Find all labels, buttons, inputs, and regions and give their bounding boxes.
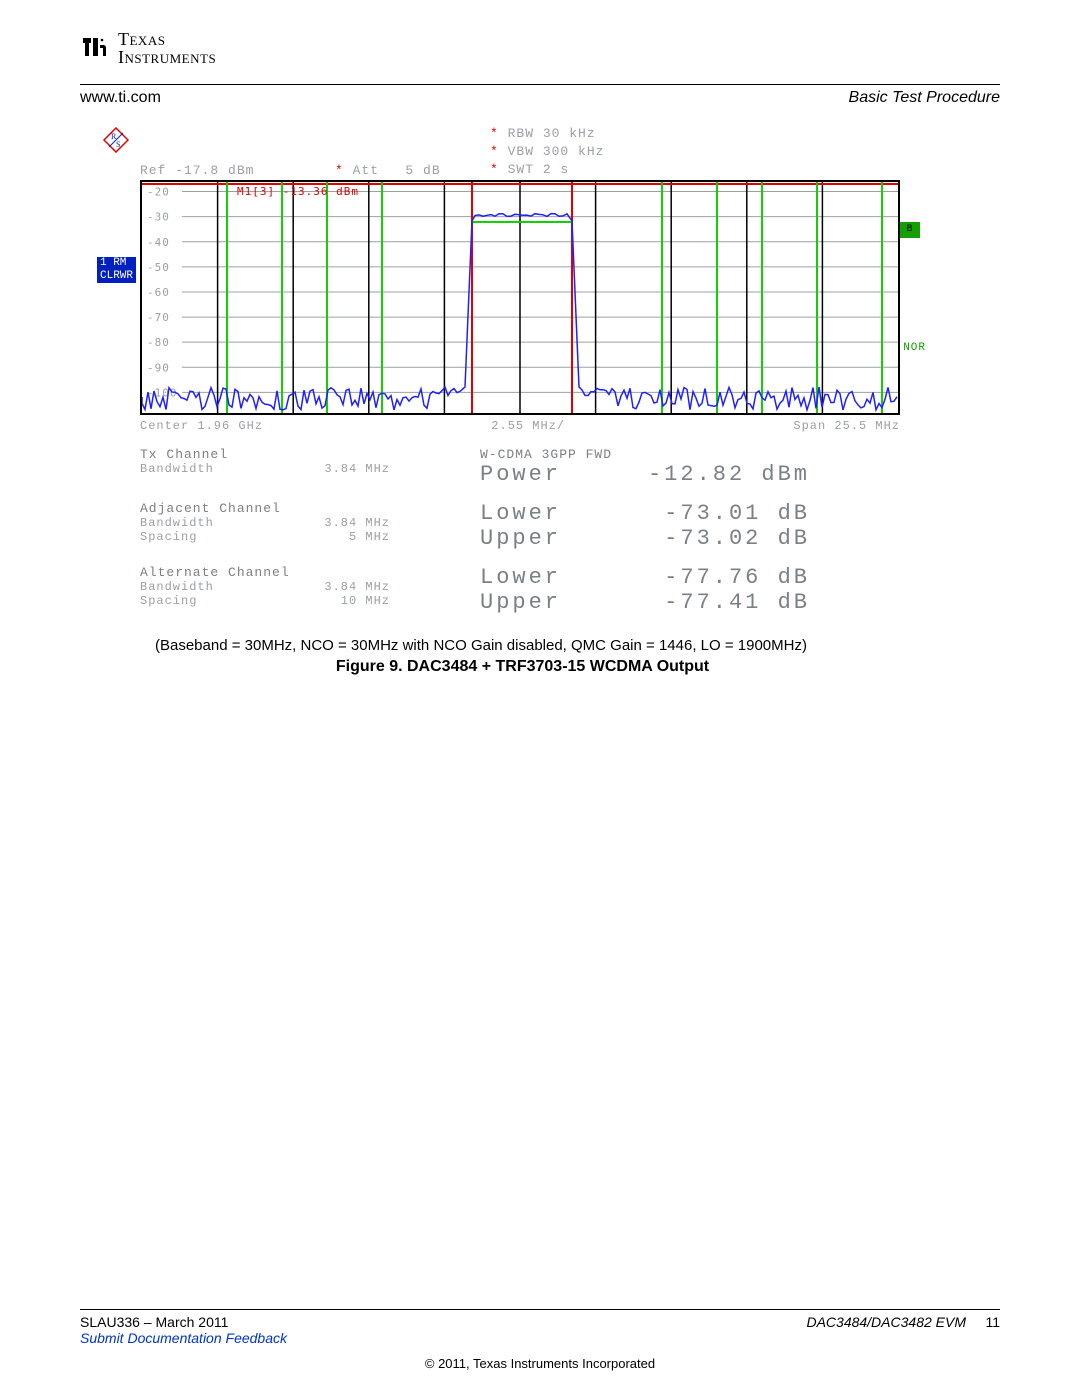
att-label: * Att 5 dB [335,163,441,178]
doc-number: SLAU336 – March 2011 [80,1314,287,1330]
ti-logo-icon [80,32,112,64]
header-section: Basic Test Procedure [849,89,1000,107]
nor-label: NOR [903,342,926,354]
page-footer: SLAU336 – March 2011 Submit Documentatio… [80,1309,1000,1371]
spectrum-analyzer-screenshot: R S Ref -17.8 dBm * Att 5 dB * RBW 30 kH… [95,125,950,676]
span-label: Span 25.5 MHz [793,419,900,433]
svg-text:-70: -70 [147,311,170,324]
svg-text:S: S [116,140,121,149]
rs-diamond-icon: R S [103,127,129,153]
adjacent-channel-title: Adjacent Channel [140,501,480,516]
measurements-table: Tx Channel Bandwidth3.84 MHz W-CDMA 3GPP… [140,447,900,615]
feedback-link[interactable]: Submit Documentation Feedback [80,1330,287,1346]
svg-text:-50: -50 [147,261,170,274]
header-rule [80,84,1000,85]
tx-channel-title: Tx Channel [140,447,480,462]
svg-text:-20: -20 [147,186,170,199]
trace-mode-badge: 1 RM CLRWR [97,257,136,283]
logo-block: Texas Instruments [80,30,1000,66]
per-div: 2.55 MHz/ [491,419,565,433]
alternate-channel-title: Alternate Channel [140,565,480,580]
ref-label: Ref -17.8 dBm [140,163,254,178]
swt-label: * SWT 2 s [490,161,604,179]
svg-text:M1[3] -13.36 dBm: M1[3] -13.36 dBm [237,185,359,198]
svg-text:-80: -80 [147,336,170,349]
marker-b-badge: B [900,222,920,238]
doc-title: DAC3484/DAC3482 EVM [806,1314,966,1330]
figure-caption: Figure 9. DAC3484 + TRF3703-15 WCDMA Out… [95,658,950,676]
svg-text:-40: -40 [147,236,170,249]
rbw-label: * RBW 30 kHz [490,125,604,143]
svg-text:-60: -60 [147,286,170,299]
spectrum-plot: 1 RM CLRWR -20-30-40-50-60-70-80-90-100M… [140,180,900,415]
page-number: 11 [985,1314,1000,1330]
header-bar: www.ti.com Basic Test Procedure [80,89,1000,107]
svg-text:-30: -30 [147,211,170,224]
ti-brand-text: Texas Instruments [118,30,216,66]
wcdma-title: W-CDMA 3GPP FWD [480,447,900,462]
caption-note: (Baseband = 30MHz, NCO = 30MHz with NCO … [155,637,950,654]
vbw-label: * VBW 300 kHz [490,143,604,161]
header-url[interactable]: www.ti.com [80,89,161,107]
copyright: © 2011, Texas Instruments Incorporated [80,1356,1000,1371]
center-freq: Center 1.96 GHz [140,419,263,433]
svg-text:-90: -90 [147,361,170,374]
